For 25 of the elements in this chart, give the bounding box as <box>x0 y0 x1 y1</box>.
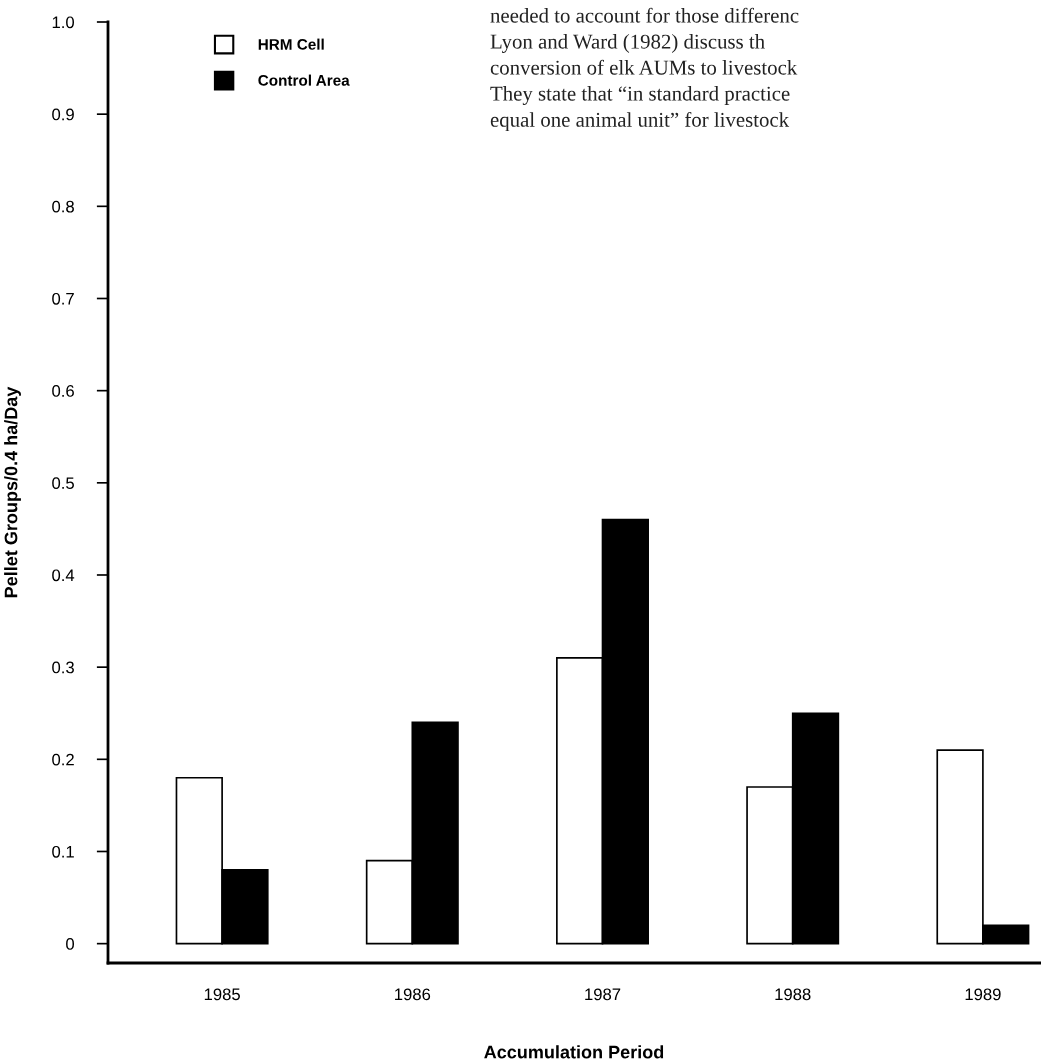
x-tick-label: 1985 <box>204 988 240 1001</box>
x-tick-label: 1989 <box>965 988 1001 1001</box>
annotation: conversion of elk AUMs to livestock <box>490 59 798 75</box>
annotation: Lyon and Ward (1982) discuss th <box>490 34 765 53</box>
x-tick-label: 1987 <box>585 988 621 1001</box>
y-tick-label: 0.5 <box>52 477 74 490</box>
y-tick-label: 0.8 <box>52 200 74 213</box>
y-tick-label: 0.9 <box>52 108 74 121</box>
annotation: needed to account for those differenc <box>490 7 799 23</box>
y-tick-label: 0.6 <box>52 385 74 397</box>
y-tick-label: 0 <box>66 938 75 950</box>
annotation: equal one animal unit” for livestock <box>490 112 790 132</box>
annotation: They state that “in standard practice <box>490 86 790 105</box>
y-tick-label: 0.7 <box>52 292 74 305</box>
y-tick-label: 0.4 <box>52 569 75 582</box>
x-axis-title: Accumulation Period <box>484 1045 664 1059</box>
x-tick-label: 1986 <box>395 988 431 1001</box>
x-tick-label: 1988 <box>775 988 811 1001</box>
y-tick-label: 0.1 <box>52 845 74 858</box>
legend-label: HRM Cell <box>258 38 324 50</box>
y-tick-label: 0.2 <box>52 753 74 766</box>
y-tick-label: 1.0 <box>52 16 75 29</box>
y-tick-label: 0.3 <box>52 661 74 674</box>
y-axis-title: Pellet Groups/0.4 ha/Day <box>4 386 21 598</box>
legend-label: Control Area <box>258 74 350 86</box>
